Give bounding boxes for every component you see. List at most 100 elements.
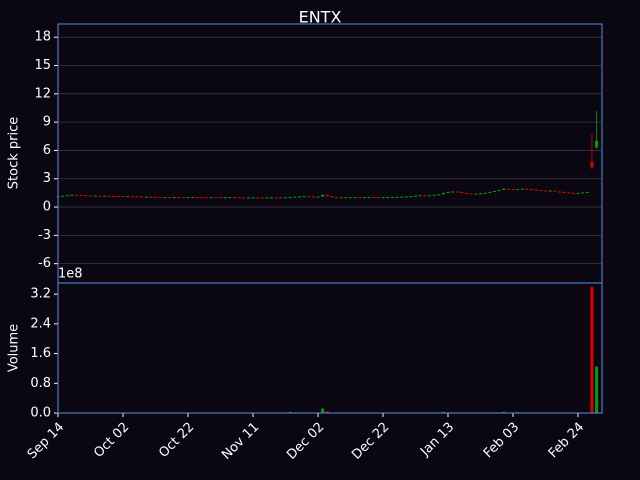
candle-body — [511, 189, 515, 191]
candle-body — [400, 196, 404, 198]
y-tick-label: -6 — [38, 256, 51, 271]
candle-body — [126, 196, 130, 198]
candle-body — [149, 196, 153, 198]
candle-body — [571, 192, 575, 194]
candle-body — [367, 197, 371, 199]
candle-body — [154, 196, 158, 198]
candle-body — [237, 197, 241, 199]
volume-y-tick-label: 1.6 — [30, 346, 51, 361]
candle-body — [288, 197, 292, 199]
volume-panel-frame — [57, 282, 603, 414]
candle-body — [205, 197, 209, 199]
x-tick-label: Oct 22 — [156, 420, 197, 461]
candle-body — [395, 196, 399, 198]
candle-body — [330, 196, 334, 198]
candle-body — [265, 197, 269, 199]
candle-body — [381, 197, 385, 199]
volume-bar — [590, 286, 594, 413]
y-tick-label: 9 — [43, 115, 51, 130]
candle-body — [386, 197, 390, 199]
candle-body — [75, 194, 79, 196]
x-tick-label: Oct 02 — [91, 420, 132, 461]
candle-body — [446, 191, 450, 193]
candle-body — [451, 191, 455, 193]
x-tick-label: Jan 13 — [417, 420, 457, 460]
volume-y-tick-label: 2.4 — [30, 316, 51, 331]
candle-body — [293, 196, 297, 198]
candle-body — [469, 193, 473, 195]
candle-body — [163, 197, 167, 199]
candle-body — [107, 195, 111, 197]
chart-title: ENTX — [299, 8, 342, 27]
candle-body — [525, 188, 529, 190]
candle-body — [427, 195, 431, 197]
y-tick-label: 12 — [34, 86, 51, 101]
candle-body — [576, 192, 580, 194]
candle-body — [404, 196, 408, 198]
candle-body — [506, 188, 510, 190]
candle-body — [177, 197, 181, 199]
candle-body — [465, 192, 469, 194]
candle-body — [432, 194, 436, 196]
candle-body — [460, 191, 464, 193]
y-tick-label: 6 — [43, 143, 51, 158]
candle-body — [116, 196, 120, 198]
candle-body — [274, 197, 278, 199]
candle-body — [362, 197, 366, 199]
candle-body — [209, 197, 213, 199]
candle-body — [79, 194, 83, 196]
candle-body — [423, 195, 427, 197]
candle-body — [409, 196, 413, 198]
candle-body — [130, 196, 134, 198]
candle-body — [61, 195, 65, 197]
candle-body — [316, 196, 320, 198]
candle-body — [102, 195, 106, 197]
candle-body — [595, 140, 599, 148]
candle-body — [335, 197, 339, 199]
candle-body — [112, 195, 116, 197]
y-axis-label: Stock price — [7, 117, 22, 189]
candle-body — [98, 195, 102, 197]
candle-body — [349, 197, 353, 199]
candle-body — [358, 197, 362, 199]
candle-body — [200, 197, 204, 199]
candle-body — [84, 195, 88, 197]
volume-bar — [288, 411, 292, 413]
y-tick-label: 3 — [43, 171, 51, 186]
volume-y-tick-label: 3.2 — [30, 287, 51, 302]
candle-body — [172, 197, 176, 199]
y-tick-label: 15 — [34, 58, 51, 73]
candle-body — [228, 197, 232, 199]
candle-body — [553, 190, 557, 192]
candle-body — [135, 196, 139, 198]
candle-body — [307, 196, 311, 198]
candle-body — [539, 190, 543, 192]
candle-body — [70, 194, 74, 196]
volume-y-tick-label: 0.8 — [30, 376, 51, 391]
candle-body — [144, 196, 148, 198]
candle-body — [140, 196, 144, 198]
candle-body — [325, 194, 329, 197]
candle-body — [437, 194, 441, 196]
candle-body — [270, 197, 274, 199]
volume-bar — [595, 366, 599, 413]
price-panel-frame — [57, 23, 603, 284]
volume-y-tick-label: 0.0 — [30, 406, 51, 421]
candle-body — [65, 195, 69, 197]
candle-body — [414, 195, 418, 197]
candle-body — [390, 196, 394, 198]
candle-body — [260, 197, 264, 199]
candle-body — [441, 192, 445, 195]
candle-body — [302, 196, 306, 198]
candle-body — [214, 197, 218, 199]
candle-body — [548, 190, 552, 192]
candle-body — [502, 188, 506, 191]
candle-body — [167, 197, 171, 199]
candle-body — [516, 189, 520, 191]
candle-body — [544, 190, 548, 192]
candle-body — [311, 196, 315, 198]
candle-body — [191, 197, 195, 199]
candle-body — [232, 197, 236, 199]
candle-body — [530, 189, 534, 191]
